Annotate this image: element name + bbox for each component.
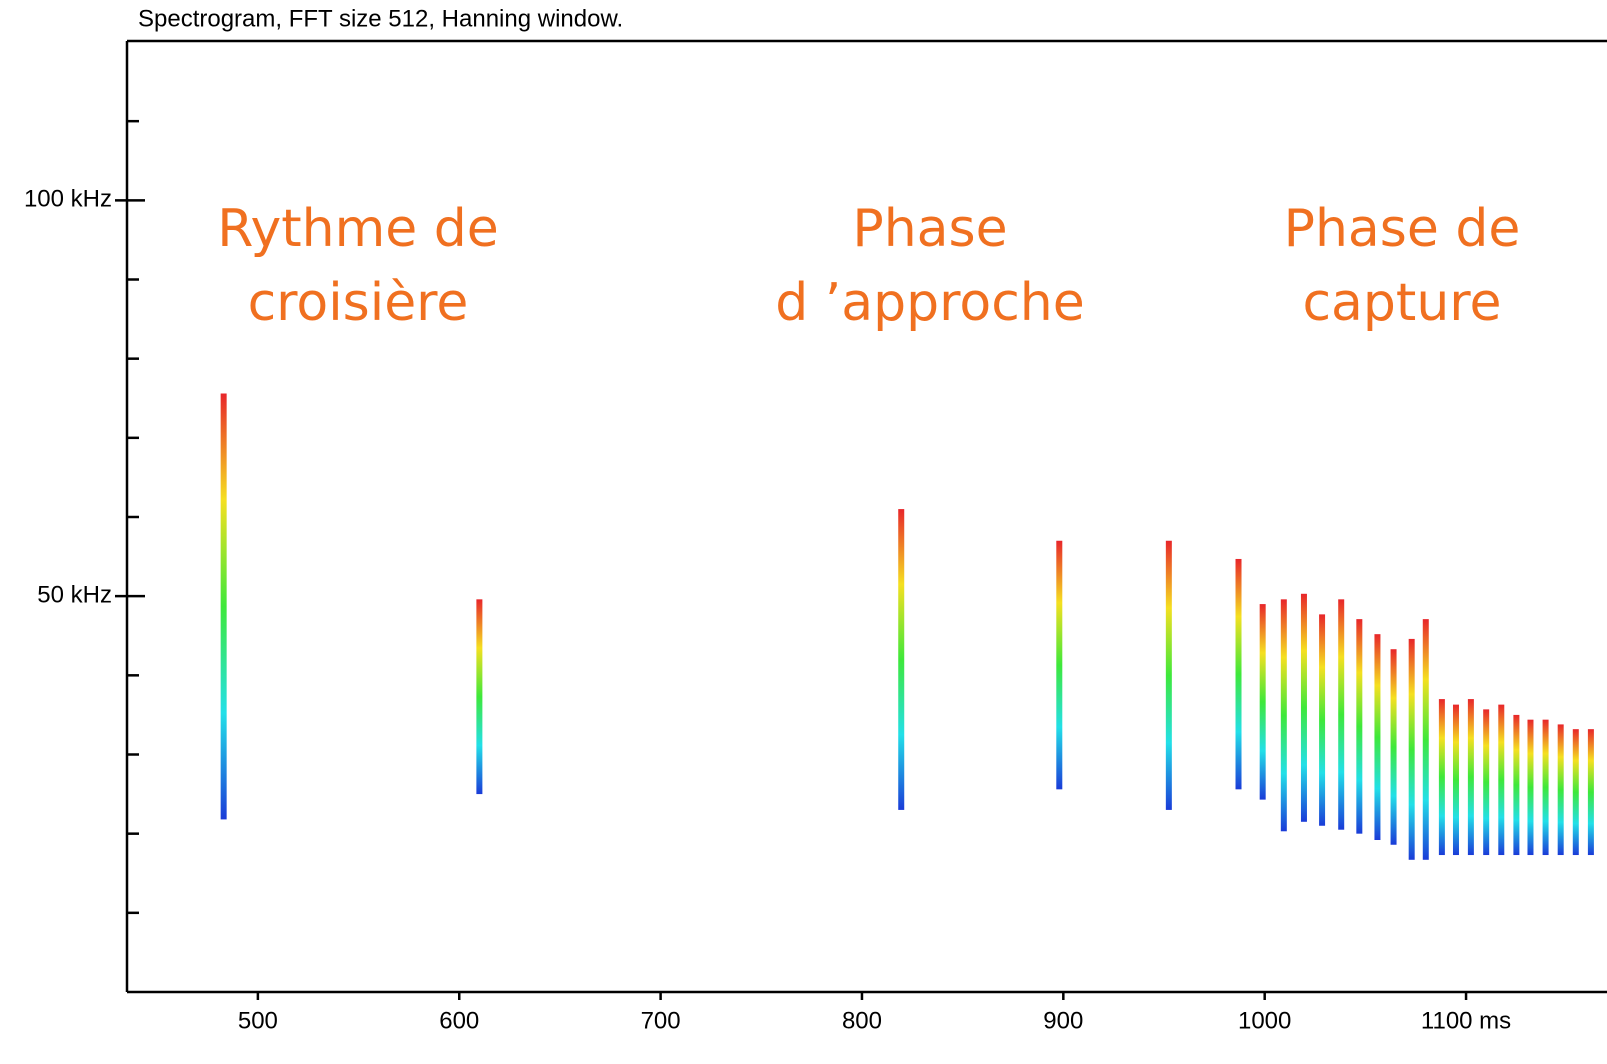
call [220,393,227,820]
x-tick-label: 600 [439,1007,479,1034]
y-tick-label: 50 kHz [37,582,112,609]
call [1390,649,1397,845]
annotation: Phase [852,199,1007,259]
x-tick-label: 1100 ms [1421,1007,1511,1034]
x-tick-label: 800 [842,1007,882,1034]
chart-title: Spectrogram, FFT size 512, Hanning windo… [138,5,623,32]
call [1422,619,1429,860]
annotation: d ’approche [775,273,1085,333]
call [1338,599,1345,830]
call [1374,634,1381,840]
call [1408,638,1415,860]
call [1235,558,1242,790]
y-tick-label: 100 kHz [24,186,112,213]
call [1587,729,1594,856]
call [476,599,483,795]
call [1483,709,1490,856]
call [1259,604,1266,800]
call [1165,540,1172,810]
call [1300,593,1307,822]
call [1557,724,1564,856]
x-tick-label: 500 [238,1007,278,1034]
call [1356,619,1363,834]
call [1452,704,1459,856]
call [1280,599,1287,832]
call [1056,540,1063,790]
annotation: Rythme de [217,199,499,259]
call [1319,614,1326,826]
call [1438,699,1445,856]
x-tick-label: 1000 [1238,1007,1291,1034]
x-tick-label: 700 [641,1007,681,1034]
call [1572,729,1579,856]
call [1513,714,1520,856]
call [1498,704,1505,856]
annotation: croisière [248,273,469,333]
annotation: capture [1302,273,1501,333]
call [898,509,905,810]
call [1467,699,1474,856]
call [1542,719,1549,856]
annotation: Phase de [1284,199,1521,259]
call [1527,719,1534,856]
x-tick-label: 900 [1043,1007,1083,1034]
